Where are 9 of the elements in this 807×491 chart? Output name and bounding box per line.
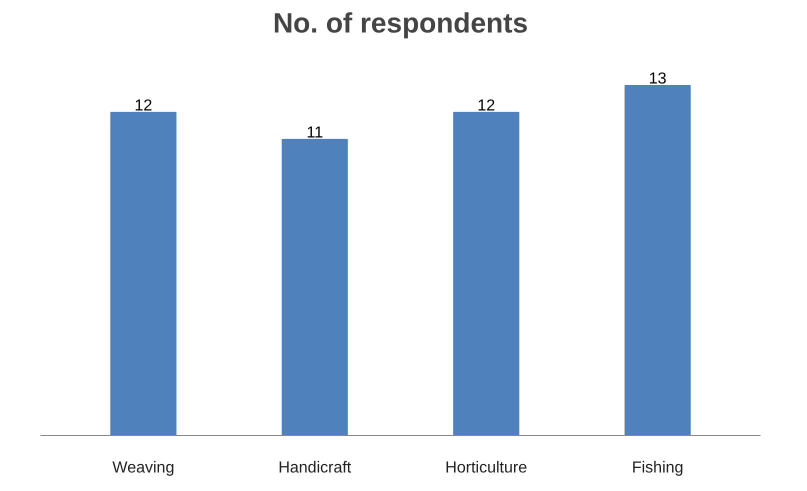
data-label: 13	[648, 70, 667, 88]
x-tick-label: Handicraft	[278, 460, 352, 476]
chart-title: No. of respondents	[272, 8, 528, 38]
x-tick-label: Fishing	[632, 460, 684, 476]
x-tick-label: Weaving	[112, 460, 174, 476]
data-label: 11	[306, 124, 324, 142]
data-label: 12	[477, 97, 496, 114]
data-label: 12	[134, 97, 152, 114]
x-tick-label: Horticulture	[445, 460, 528, 476]
